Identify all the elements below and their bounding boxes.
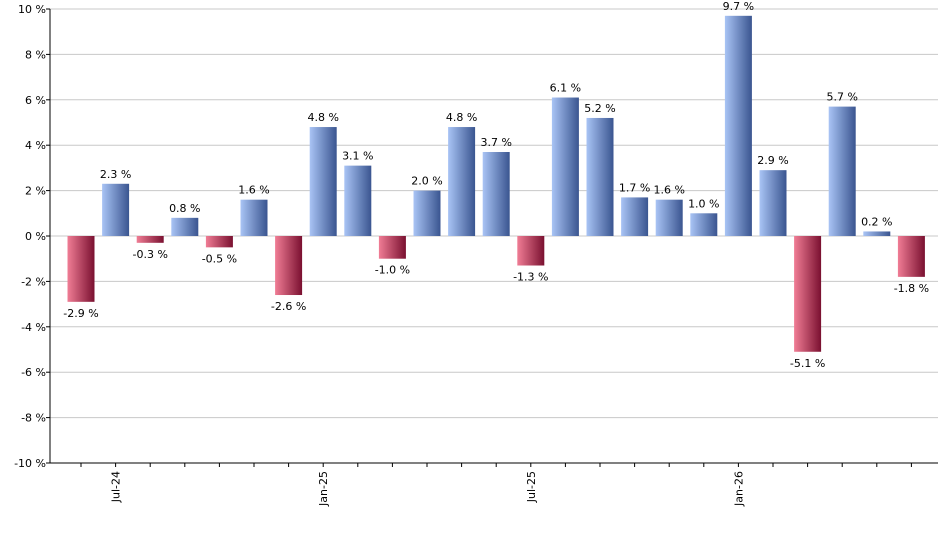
bar-positive [690,213,718,236]
bar-value-label: -2.9 % [63,307,98,320]
bar-positive [413,190,441,236]
bar-positive [828,106,856,236]
bar-negative [517,236,545,266]
bar-value-label: 6.1 % [550,82,581,95]
bar-value-label: 3.7 % [480,136,511,149]
y-tick-label: -8 % [21,412,46,425]
bar-value-label: 5.2 % [584,102,615,115]
bar-negative [794,236,822,352]
y-tick-label: 6 % [25,94,46,107]
bar-value-label: 1.0 % [688,197,719,210]
bar-value-label: -1.3 % [513,271,548,284]
bar-value-label: 2.0 % [411,175,442,188]
bar-value-label: -0.3 % [132,248,167,261]
y-tick-label: 4 % [25,139,46,152]
bars [67,15,925,352]
axes: 10 % 8 % 6 % 4 % 2 % 0 % -2 % -4 % -6 % -8 % -10 %… [14,3,938,507]
bar-value-label: -1.8 % [894,282,929,295]
bar-value-label: 1.7 % [619,181,650,194]
y-tick-label: -2 % [21,275,46,288]
bar-value-label: 1.6 % [238,184,269,197]
bar-positive [344,165,372,236]
bar-negative [378,236,406,259]
bar-value-label: 5.7 % [826,91,857,104]
bar-positive [759,170,787,236]
bar-negative [275,236,303,296]
bar-value-label: 2.3 % [100,168,131,181]
y-tick-label: 2 % [25,185,46,198]
y-tick-label: 10 % [18,3,46,16]
bar-negative [205,236,233,248]
bar-positive [102,183,130,236]
bar-value-label: 4.8 % [307,111,338,124]
bar-value-label: -2.6 % [271,300,306,313]
bar-positive [482,152,510,236]
y-tick-label: -4 % [21,321,46,334]
bar-positive [655,199,683,236]
y-tick-label: 0 % [25,230,46,243]
bar-value-label: 4.8 % [446,111,477,124]
bar-negative [136,236,164,243]
bar-positive [448,127,476,236]
y-tick-label: -10 % [14,457,46,470]
x-tick-label: Jul-24 [110,471,123,503]
x-tick-label: Jul-25 [525,471,538,503]
bar-positive [551,97,579,236]
x-tick-label: Jan-25 [317,471,330,507]
bar-positive [171,217,199,236]
bar-value-label: -0.5 % [202,252,237,265]
bar-positive [240,199,268,236]
bar-positive [309,127,337,236]
bar-negative [67,236,95,302]
bar-positive [724,15,752,237]
bar-value-label: 9.7 % [723,0,754,13]
bar-value-label: 1.6 % [653,184,684,197]
bar-value-label: 2.9 % [757,154,788,167]
bar-negative [897,236,925,277]
bar-value-label: -5.1 % [790,357,825,370]
bar-value-label: -1.0 % [375,264,410,277]
data-labels: -2.9 % 2.3 % -0.3 % 0.8 % -0.5 % 1.6 % -2.6 % 4… [63,0,929,370]
bar-positive [621,197,649,236]
y-tick-label: 8 % [25,48,46,61]
y-tick-label: -6 % [21,366,46,379]
bar-value-label: 0.2 % [861,215,892,228]
bar-value-label: 3.1 % [342,150,373,163]
bar-value-label: 0.8 % [169,202,200,215]
x-tick-label: Jan-26 [732,471,745,507]
bar-positive [586,117,614,236]
bar-positive [863,231,891,236]
